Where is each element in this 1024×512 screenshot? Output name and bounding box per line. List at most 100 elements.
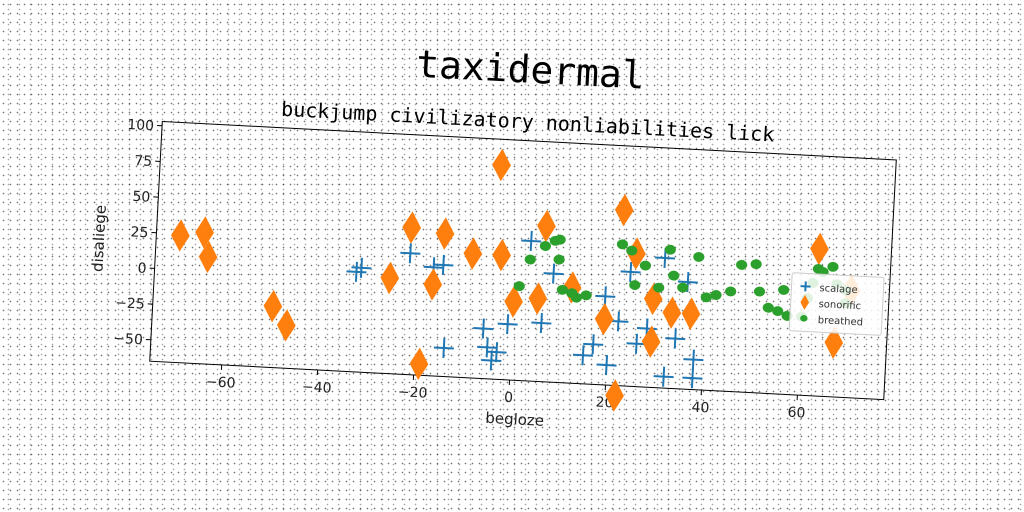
data-point-sonorific	[409, 347, 429, 381]
data-point-breathed	[710, 290, 722, 300]
data-point-breathed	[693, 251, 705, 262]
legend-marker-scalage	[800, 281, 811, 292]
y-tick-label: −25	[115, 295, 145, 313]
data-point-breathed	[700, 292, 712, 303]
legend-marker-breathed	[800, 315, 808, 322]
data-point-breathed	[580, 290, 592, 301]
data-point-scalage	[543, 263, 564, 284]
data-point-sonorific	[423, 268, 443, 301]
data-point-sonorific	[380, 261, 400, 295]
data-point-scalage	[620, 261, 641, 282]
data-point-sonorific	[195, 216, 214, 249]
data-point-scalage	[683, 349, 704, 370]
data-point-sonorific	[594, 302, 614, 336]
data-point-breathed	[725, 286, 737, 297]
data-point-sonorific	[435, 217, 455, 250]
chart-title: taxidermal	[415, 42, 646, 98]
legend-label-breathed: breathed	[817, 315, 863, 328]
data-point-breathed	[750, 259, 762, 270]
data-point-sonorific	[614, 193, 634, 227]
y-axis-ticks: −50 −25 0 25 50 75 100	[113, 117, 163, 349]
y-tick-label: −50	[113, 331, 143, 349]
data-point-sonorific	[662, 296, 682, 329]
data-point-breathed	[664, 244, 676, 255]
data-point-breathed	[554, 234, 566, 245]
y-axis-label: disaliege	[88, 204, 109, 272]
y-tick-label: 0	[137, 261, 147, 277]
legend: scalage sonorific breathed	[788, 272, 885, 336]
data-point-scalage	[665, 328, 686, 349]
data-point-breathed	[668, 270, 680, 281]
data-point-breathed	[513, 281, 525, 292]
x-tick-label: −40	[302, 379, 332, 397]
data-point-breathed	[827, 261, 839, 272]
legend-box	[788, 272, 885, 336]
data-point-sonorific	[504, 285, 523, 318]
series-breathed	[513, 234, 852, 322]
plot-area-frame	[149, 120, 897, 401]
data-point-scalage	[433, 254, 454, 276]
data-point-sonorific	[810, 232, 829, 266]
data-point-sonorific	[402, 211, 422, 244]
data-point-scalage	[521, 230, 542, 252]
data-point-breathed	[677, 282, 689, 293]
data-point-sonorific	[627, 237, 646, 270]
data-points	[171, 148, 861, 412]
data-point-breathed	[762, 302, 774, 313]
data-point-scalage	[486, 342, 507, 363]
data-point-sonorific	[263, 289, 283, 323]
data-point-scalage	[583, 334, 604, 355]
data-point-sonorific	[528, 282, 548, 315]
y-tick-label: 100	[127, 117, 155, 134]
legend-label-scalage: scalage	[819, 283, 858, 296]
data-point-sonorific	[824, 326, 844, 359]
x-tick-label: 0	[504, 390, 514, 406]
data-point-scalage	[653, 366, 674, 387]
data-point-breathed	[772, 306, 784, 317]
y-tick-label: 50	[132, 189, 151, 206]
data-point-breathed	[524, 254, 536, 265]
data-point-breathed	[539, 241, 551, 251]
data-point-breathed	[736, 259, 748, 270]
chart-subtitle: buckjump civilizatory nonliabilities lic…	[281, 97, 775, 147]
data-point-scalage	[481, 350, 502, 371]
x-tick-label: 60	[787, 405, 806, 422]
data-point-scalage	[596, 355, 617, 376]
legend-marker-sonorific	[800, 294, 810, 310]
data-point-breathed	[556, 284, 568, 295]
data-point-sonorific	[276, 309, 296, 342]
data-point-sonorific	[198, 240, 218, 274]
data-point-breathed	[653, 282, 665, 293]
data-point-sonorific	[605, 379, 624, 412]
data-point-scalage	[626, 333, 647, 354]
data-point-breathed	[570, 292, 582, 303]
data-point-scalage	[477, 337, 498, 358]
data-point-breathed	[626, 245, 638, 256]
data-point-sonorific	[171, 219, 190, 252]
data-point-breathed	[639, 260, 651, 271]
x-tick-label: −60	[206, 374, 236, 392]
y-tick-label: 25	[130, 224, 149, 241]
x-tick-label: 40	[691, 400, 710, 417]
x-tick-label: −20	[397, 384, 427, 402]
data-point-breathed	[629, 280, 641, 290]
data-point-scalage	[531, 313, 552, 334]
y-tick-label: 75	[134, 153, 153, 170]
data-point-sonorific	[463, 237, 483, 270]
data-point-scalage	[346, 261, 367, 282]
data-point-scalage	[497, 314, 518, 335]
data-point-scalage	[400, 243, 421, 264]
data-point-scalage	[572, 345, 594, 366]
data-point-scalage	[351, 257, 372, 278]
data-point-breathed	[753, 286, 766, 297]
legend-label-sonorific: sonorific	[818, 299, 861, 312]
data-point-sonorific	[681, 297, 701, 330]
data-point-scalage	[473, 318, 494, 339]
data-point-breathed	[778, 285, 790, 295]
data-point-breathed	[553, 254, 565, 265]
data-point-scalage	[682, 368, 703, 389]
data-point-breathed	[616, 239, 629, 250]
x-axis-label: begloze	[485, 409, 545, 430]
data-point-sonorific	[492, 148, 511, 182]
